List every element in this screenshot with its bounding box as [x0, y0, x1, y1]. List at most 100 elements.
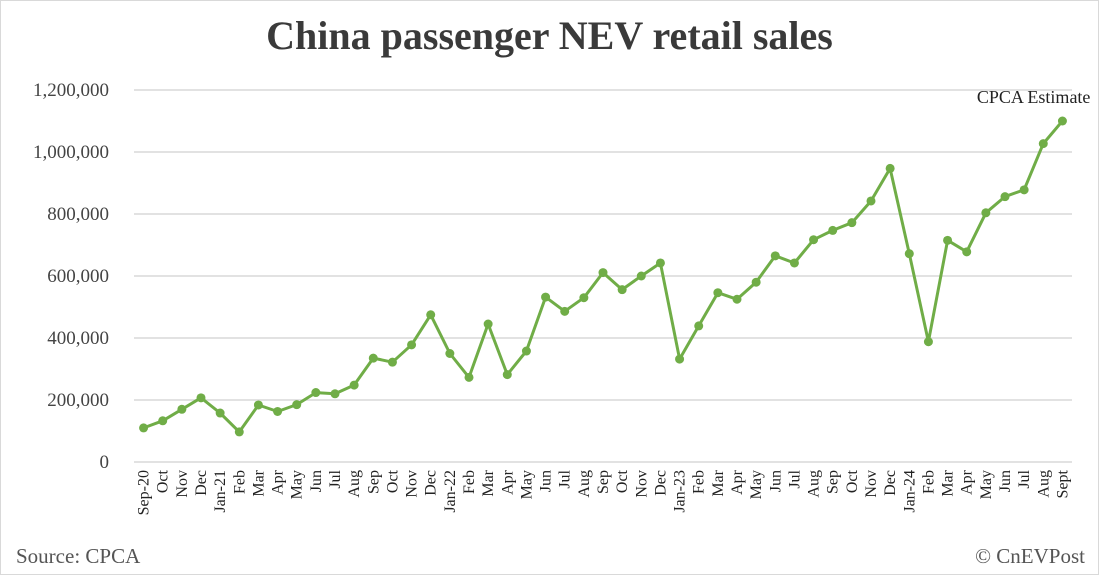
data-point	[387, 357, 397, 367]
x-tick-label: Jul	[327, 469, 344, 488]
data-point	[1057, 116, 1067, 126]
x-tick-label: Mar	[250, 469, 267, 496]
annotation-label: CPCA Estimate	[977, 87, 1091, 107]
data-point	[1038, 139, 1048, 149]
data-point	[962, 247, 972, 257]
data-points	[139, 116, 1067, 437]
x-tick-label: Aug	[576, 470, 593, 498]
x-tick-label: Jun	[538, 470, 555, 492]
data-point	[694, 321, 704, 331]
x-tick-label: May	[978, 470, 995, 499]
y-tick-label: 400,000	[47, 328, 109, 349]
x-tick-label: Jul	[786, 469, 803, 488]
data-point	[502, 370, 512, 380]
data-point	[981, 208, 991, 218]
data-point	[789, 258, 799, 268]
data-point	[177, 404, 187, 414]
x-tick-label: May	[748, 470, 765, 499]
x-tick-label: Jun	[997, 470, 1014, 492]
copyright-credit: © CnEVPost	[975, 544, 1085, 568]
x-tick-label: Jul	[1016, 469, 1033, 488]
x-tick-label: Feb	[691, 470, 708, 494]
x-tick-label: Jan-24	[901, 470, 918, 513]
x-tick-label: Aug	[346, 470, 363, 498]
data-point	[1019, 185, 1029, 195]
x-tick-label: Jan-23	[672, 470, 689, 513]
x-tick-label: Sep	[825, 470, 842, 494]
x-tick-label: Nov	[633, 470, 650, 498]
data-point	[330, 389, 340, 399]
x-tick-label: Sep	[595, 470, 612, 494]
data-point	[732, 294, 742, 304]
data-point	[847, 218, 857, 228]
data-point	[675, 354, 685, 364]
gridlines	[134, 89, 1072, 401]
x-tick-label: Nov	[863, 470, 880, 498]
x-tick-label: Sept	[1054, 469, 1071, 498]
x-tick-label: May	[518, 470, 535, 499]
data-point	[923, 337, 933, 347]
data-point	[598, 268, 608, 278]
x-tick-label: Feb	[231, 470, 248, 494]
data-point	[253, 400, 263, 410]
data-point	[349, 380, 359, 390]
x-tick-label: Mar	[940, 469, 957, 496]
x-tick-label: Jun	[308, 470, 325, 492]
y-tick-label: 1,000,000	[33, 142, 109, 163]
x-tick-label: Mar	[710, 469, 727, 496]
data-point	[407, 340, 417, 350]
data-point	[560, 306, 570, 316]
data-point	[292, 400, 302, 410]
x-tick-label: Jan-22	[442, 470, 459, 513]
x-tick-label: Jun	[767, 470, 784, 492]
data-point	[368, 353, 378, 363]
data-point	[196, 393, 206, 403]
x-tick-label: Feb	[920, 470, 937, 494]
chart-title: China passenger NEV retail sales	[266, 13, 833, 58]
data-point	[215, 408, 225, 418]
data-point	[426, 310, 436, 320]
data-point	[139, 423, 149, 433]
annotations: CPCA Estimate	[977, 87, 1091, 107]
x-tick-label: Mar	[480, 469, 497, 496]
data-point	[445, 349, 455, 358]
x-tick-label: Dec	[423, 470, 440, 496]
x-tick-label: Oct	[614, 469, 631, 493]
x-tick-label: Dec	[193, 470, 210, 496]
x-tick-label: May	[289, 470, 306, 499]
x-tick-label: Aug	[806, 470, 823, 498]
x-tick-label: Sep-20	[136, 470, 153, 515]
y-tick-label: 1,200,000	[33, 80, 109, 101]
data-point	[885, 163, 895, 173]
data-point	[751, 277, 761, 287]
data-point	[866, 196, 876, 206]
data-point	[521, 346, 531, 356]
x-tick-label: Nov	[404, 470, 421, 498]
x-tick-label: Sep	[365, 470, 382, 494]
x-tick-label: Dec	[882, 470, 899, 496]
data-point	[579, 293, 589, 303]
data-point	[828, 225, 838, 235]
x-tick-label: Aug	[1035, 470, 1052, 498]
data-point	[655, 258, 665, 268]
x-tick-label: Dec	[652, 470, 669, 496]
data-point	[809, 235, 819, 245]
x-axis-tick-labels: Sep-20 Oct Nov Dec Jan-21 Feb Mar Apr May Jun Jul A…	[136, 469, 1072, 515]
x-tick-label: Jul	[557, 469, 574, 488]
data-point	[541, 292, 551, 302]
data-point	[904, 249, 914, 259]
data-point	[464, 372, 474, 382]
x-tick-label: Nov	[174, 470, 191, 498]
x-tick-label: Apr	[270, 469, 287, 495]
data-point	[713, 288, 723, 298]
y-tick-label: 800,000	[47, 204, 109, 225]
x-tick-label: Jan-21	[212, 470, 229, 513]
y-tick-label: 200,000	[47, 390, 109, 411]
x-tick-label: Feb	[461, 470, 478, 494]
data-point	[617, 285, 627, 295]
x-tick-label: Oct	[844, 469, 861, 493]
x-tick-label: Apr	[959, 469, 976, 495]
data-point	[483, 319, 493, 329]
data-point	[770, 251, 780, 261]
